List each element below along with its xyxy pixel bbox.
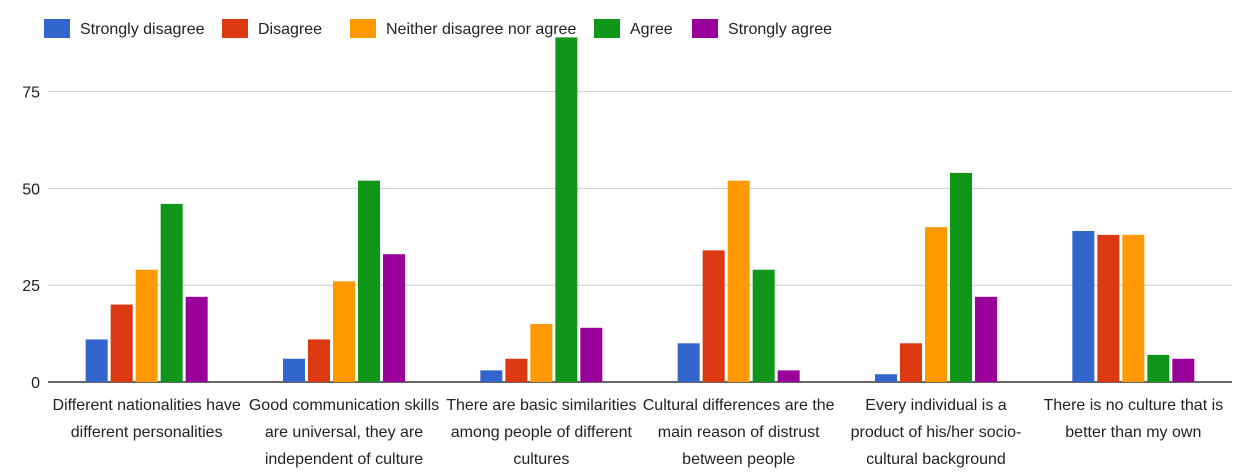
x-tick-label: There are basic similarities: [446, 397, 636, 414]
x-tick-label: among people of different: [451, 424, 633, 441]
bar-disagree-5[interactable]: [1097, 234, 1120, 382]
bar-strongly-disagree-5[interactable]: [1072, 230, 1095, 382]
x-tick-label: cultural background: [866, 451, 1006, 468]
bar-strongly-disagree-2[interactable]: [480, 370, 503, 382]
bar-agree-5[interactable]: [1147, 354, 1170, 382]
legend-swatch-strongly-disagree: [44, 19, 70, 38]
x-tick-label: different personalities: [71, 424, 223, 441]
bar-strongly-agree-1[interactable]: [383, 254, 405, 382]
bar-disagree-3[interactable]: [702, 250, 725, 382]
bar-disagree-1[interactable]: [308, 339, 330, 382]
legend-label: Neither disagree nor agree: [386, 21, 576, 38]
bar-agree-4[interactable]: [950, 172, 972, 382]
bar-neither-disagree-nor-agree-4[interactable]: [925, 227, 947, 382]
y-tick-label: 25: [22, 278, 40, 295]
legend-label: Agree: [630, 21, 673, 38]
x-tick-label: between people: [682, 451, 795, 468]
bar-strongly-disagree-1[interactable]: [283, 358, 305, 382]
bar-agree-0[interactable]: [160, 203, 183, 382]
bar-strongly-agree-4[interactable]: [975, 296, 997, 382]
x-tick-label: main reason of distrust: [658, 424, 820, 441]
x-tick-label: Cultural differences are the: [643, 397, 835, 414]
y-tick-label: 50: [22, 181, 40, 198]
x-tick-label: cultures: [513, 451, 569, 468]
bar-agree-1[interactable]: [358, 180, 380, 382]
x-tick-label: Different nationalities have: [53, 397, 241, 414]
x-tick-label: are universal, they are: [265, 424, 423, 441]
bar-strongly-disagree-3[interactable]: [677, 343, 700, 382]
legend-swatch-disagree: [222, 19, 248, 38]
bar-neither-disagree-nor-agree-0[interactable]: [135, 269, 158, 382]
bar-disagree-2[interactable]: [505, 358, 528, 382]
bar-strongly-agree-5[interactable]: [1172, 358, 1195, 382]
bar-strongly-disagree-4[interactable]: [875, 374, 897, 382]
x-tick-label: Every individual is a: [865, 397, 1007, 414]
bar-agree-3[interactable]: [752, 269, 775, 382]
bar-agree-2[interactable]: [555, 37, 578, 382]
x-tick-label: Good communication skills: [249, 397, 439, 414]
legend-swatch-strongly-agree: [692, 19, 718, 38]
bar-disagree-4[interactable]: [900, 343, 922, 382]
bar-neither-disagree-nor-agree-3[interactable]: [727, 180, 750, 382]
bar-neither-disagree-nor-agree-5[interactable]: [1122, 234, 1145, 382]
legend-label: Strongly disagree: [80, 21, 205, 38]
legend-label: Disagree: [258, 21, 322, 38]
x-tick-label: There is no culture that is: [1044, 397, 1224, 414]
x-tick-label: product of his/her socio-: [851, 424, 1022, 441]
bar-neither-disagree-nor-agree-1[interactable]: [333, 281, 355, 382]
legend-label: Strongly agree: [728, 21, 832, 38]
bar-strongly-disagree-0[interactable]: [85, 339, 108, 382]
x-tick-label: independent of culture: [265, 451, 423, 468]
bar-strongly-agree-0[interactable]: [185, 296, 208, 382]
x-tick-label: better than my own: [1065, 424, 1201, 441]
legend-swatch-agree: [594, 19, 620, 38]
bar-neither-disagree-nor-agree-2[interactable]: [530, 323, 553, 382]
y-tick-label: 0: [31, 375, 40, 392]
bar-strongly-agree-2[interactable]: [580, 327, 603, 382]
y-tick-label: 75: [22, 85, 40, 102]
bar-disagree-0[interactable]: [110, 304, 133, 382]
bar-strongly-agree-3[interactable]: [777, 370, 800, 382]
legend-swatch-neither-disagree-nor-agree: [350, 19, 376, 38]
